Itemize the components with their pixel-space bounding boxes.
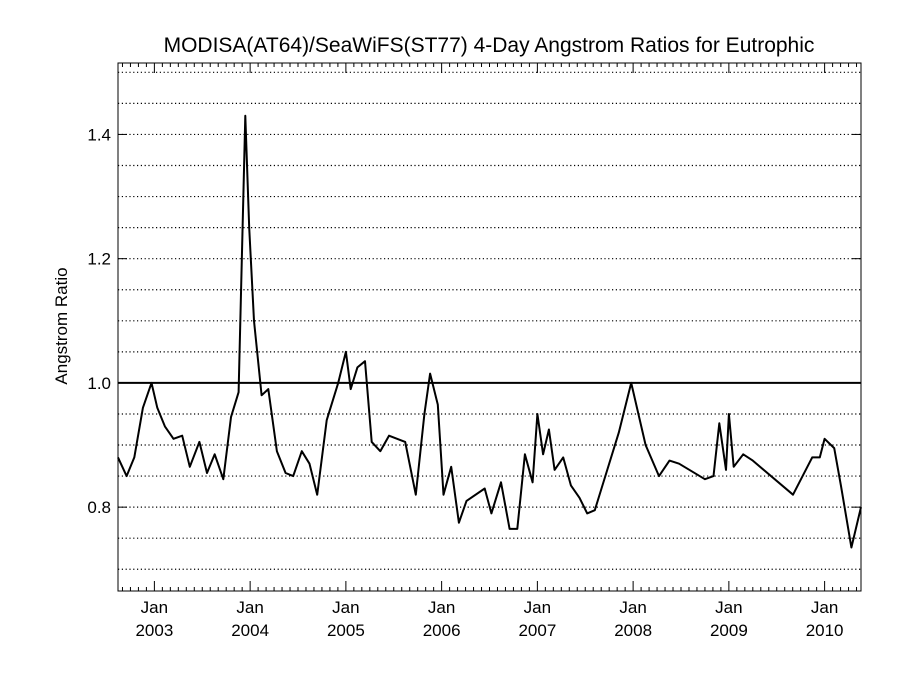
y-tick-label: 1.0 (87, 374, 111, 393)
x-tick-month-label: Jan (141, 598, 168, 617)
x-tick-month-label: Jan (524, 598, 551, 617)
x-tick-year-label: 2007 (518, 621, 556, 640)
x-tick-year-label: 2004 (231, 621, 269, 640)
x-tick-month-label: Jan (715, 598, 742, 617)
x-tick-month-label: Jan (236, 598, 263, 617)
x-tick-year-label: 2005 (327, 621, 365, 640)
x-tick-month-label: Jan (619, 598, 646, 617)
grid-lines (118, 71, 861, 570)
plot-frame (117, 62, 862, 592)
y-tick-label: 1.2 (87, 250, 111, 269)
x-tick-month-label: Jan (428, 598, 455, 617)
series-line (117, 114, 862, 549)
x-tick-month-label: Jan (332, 598, 359, 617)
y-tick-label: 0.8 (87, 498, 111, 517)
y-axis-label: Angstrom Ratio (52, 267, 71, 384)
x-tick-year-label: 2003 (135, 621, 173, 640)
y-tick-label: 1.4 (87, 125, 111, 144)
x-tick-year-label: 2006 (423, 621, 461, 640)
x-tick-year-label: 2008 (614, 621, 652, 640)
x-tick-year-label: 2010 (806, 621, 844, 640)
x-tick-year-label: 2009 (710, 621, 748, 640)
ticks-group: 0.8 1.0 1.2 1.4 Jan 2003 Jan 2004 Jan 2005 Jan 2006… (87, 63, 861, 640)
x-tick-month-label: Jan (811, 598, 838, 617)
chart-title: MODISA(AT64)/SeaWiFS(ST77) 4-Day Angstro… (164, 34, 815, 57)
series-group (117, 114, 862, 549)
